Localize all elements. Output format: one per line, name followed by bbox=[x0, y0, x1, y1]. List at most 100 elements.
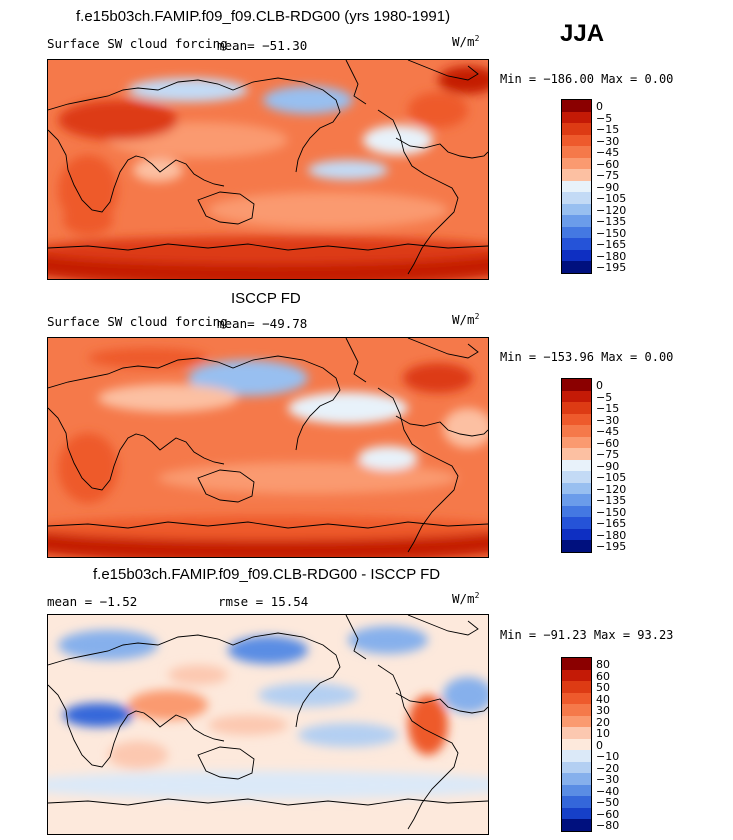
colorbar-swatch bbox=[562, 215, 591, 228]
panel2-subtitle: Surface SW cloud forcing bbox=[47, 314, 228, 329]
colorbar-label: −30 bbox=[596, 413, 620, 427]
colorbar-swatch bbox=[562, 482, 591, 495]
colorbar-label: 40 bbox=[596, 692, 610, 706]
colorbar-label: −135 bbox=[596, 215, 627, 229]
colorbar-swatch bbox=[562, 100, 591, 113]
colorbar-label: −30 bbox=[596, 134, 620, 148]
colorbar-swatch bbox=[562, 784, 591, 797]
colorbar-label: −15 bbox=[596, 402, 620, 416]
colorbar-swatch bbox=[562, 796, 591, 809]
colorbar-label: 0 bbox=[596, 100, 603, 113]
panel3-mean: mean = −1.52 bbox=[47, 594, 138, 609]
colorbar-label: 20 bbox=[596, 715, 610, 729]
colorbar-label: −15 bbox=[596, 123, 620, 137]
colorbar-swatch bbox=[562, 658, 591, 671]
colorbar-swatch bbox=[562, 692, 591, 705]
colorbar-swatch bbox=[562, 681, 591, 694]
colorbar-swatch bbox=[562, 238, 591, 251]
colorbar-swatch bbox=[562, 436, 591, 449]
colorbar-swatch bbox=[562, 471, 591, 484]
colorbar-swatch bbox=[562, 390, 591, 403]
colorbar-label: −180 bbox=[596, 249, 627, 263]
colorbar-swatch bbox=[562, 146, 591, 159]
colorbar-swatch bbox=[562, 669, 591, 682]
colorbar-label: 10 bbox=[596, 727, 610, 741]
colorbar-swatch bbox=[562, 249, 591, 262]
colorbar-swatch bbox=[562, 750, 591, 763]
colorbar-swatch bbox=[562, 540, 591, 553]
colorbar-label: −120 bbox=[596, 203, 627, 217]
colorbar-swatch bbox=[562, 402, 591, 415]
colorbar-label: −80 bbox=[596, 819, 620, 833]
colorbar-label: −60 bbox=[596, 436, 620, 450]
colorbar-swatch bbox=[562, 807, 591, 820]
panel1-map bbox=[47, 59, 489, 280]
colorbar-label: −10 bbox=[596, 750, 620, 764]
colorbar-label: −75 bbox=[596, 448, 620, 462]
colorbar-label: −50 bbox=[596, 796, 620, 810]
panel3-colorbar: 80 60 50 40 30 20 10 0 −10 −20 −30 −40 −50 −60 −80 bbox=[561, 657, 619, 832]
colorbar-label: −75 bbox=[596, 169, 620, 183]
colorbar-label: −45 bbox=[596, 146, 620, 160]
colorbar-label: −165 bbox=[596, 517, 627, 531]
colorbar-label: −60 bbox=[596, 157, 620, 171]
panel1-mean: mean= −51.30 bbox=[217, 38, 308, 53]
panel3-rmse: rmse = 15.54 bbox=[218, 594, 309, 609]
colorbar-label: 60 bbox=[596, 669, 610, 683]
colorbar-label: −120 bbox=[596, 482, 627, 496]
panel2-title: ISCCP FD bbox=[231, 290, 301, 307]
colorbar-swatch bbox=[562, 157, 591, 170]
colorbar-label: 0 bbox=[596, 738, 603, 752]
colorbar-swatch bbox=[562, 505, 591, 518]
colorbar-swatch bbox=[562, 773, 591, 786]
colorbar-swatch bbox=[562, 459, 591, 472]
colorbar-swatch bbox=[562, 528, 591, 541]
colorbar-swatch bbox=[562, 192, 591, 205]
panel2-map bbox=[47, 337, 489, 558]
colorbar-swatch bbox=[562, 379, 591, 392]
colorbar-label: −195 bbox=[596, 540, 627, 554]
panel1-subtitle: Surface SW cloud forcing bbox=[47, 36, 228, 51]
panel1-colorbar: 0 −5 −15 −30 −45 −60 −75 −90 −105 −120 −135 −150 −16… bbox=[561, 99, 626, 274]
colorbar-swatch bbox=[562, 261, 591, 274]
colorbar-label: −5 bbox=[596, 111, 613, 125]
colorbar-swatch bbox=[562, 704, 591, 717]
colorbar-swatch bbox=[562, 819, 591, 832]
colorbar-label: −150 bbox=[596, 226, 627, 240]
colorbar-swatch bbox=[562, 413, 591, 426]
colorbar-swatch bbox=[562, 727, 591, 740]
colorbar-label: −40 bbox=[596, 784, 620, 798]
panel3-title: f.e15b03ch.FAMIP.f09_f09.CLB-RDG00 - ISC… bbox=[93, 566, 441, 583]
colorbar-swatch bbox=[562, 111, 591, 124]
panel3-map bbox=[47, 614, 489, 835]
colorbar-swatch bbox=[562, 169, 591, 182]
colorbar-swatch bbox=[562, 738, 591, 751]
colorbar-label: −105 bbox=[596, 471, 627, 485]
panel1-minmax: Min = −186.00 Max = 0.00 bbox=[500, 72, 674, 86]
panel2-colorbar: 0 −5 −15 −30 −45 −60 −75 −90 −105 −120 −135 −150 −16… bbox=[561, 378, 626, 553]
colorbar-swatch bbox=[562, 517, 591, 530]
colorbar-swatch bbox=[562, 715, 591, 728]
colorbar-swatch bbox=[562, 134, 591, 147]
colorbar-label: −60 bbox=[596, 807, 620, 821]
colorbar-label: −90 bbox=[596, 180, 620, 194]
colorbar-label: −135 bbox=[596, 494, 627, 508]
colorbar-label: −30 bbox=[596, 773, 620, 787]
panel2-mean: mean= −49.78 bbox=[217, 316, 308, 331]
colorbar-label: −150 bbox=[596, 505, 627, 519]
colorbar-swatch bbox=[562, 203, 591, 216]
colorbar-label: −20 bbox=[596, 761, 620, 775]
colorbar-label: −105 bbox=[596, 192, 627, 206]
panel1-units: W/m2 bbox=[452, 34, 480, 50]
colorbar-swatch bbox=[562, 448, 591, 461]
colorbar-label: −195 bbox=[596, 261, 627, 275]
colorbar-swatch bbox=[562, 494, 591, 507]
panel1-title: f.e15b03ch.FAMIP.f09_f09.CLB-RDG00 (yrs … bbox=[76, 8, 451, 25]
colorbar-swatch bbox=[562, 180, 591, 193]
colorbar-label: 80 bbox=[596, 658, 610, 671]
colorbar-swatch bbox=[562, 425, 591, 438]
panel3-minmax: Min = −91.23 Max = 93.23 bbox=[500, 628, 674, 642]
colorbar-label: 30 bbox=[596, 704, 610, 718]
colorbar-swatch bbox=[562, 226, 591, 239]
colorbar-label: −165 bbox=[596, 238, 627, 252]
